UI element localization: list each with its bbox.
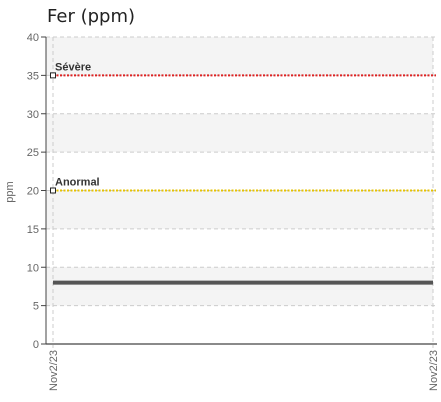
- plot-band: [46, 37, 433, 76]
- y-tick-label: 0: [33, 339, 39, 351]
- y-tick-label: 5: [33, 301, 39, 313]
- plot-bands: [46, 37, 433, 306]
- threshold-marker: [50, 187, 56, 194]
- chart-title: Fer (ppm): [47, 6, 135, 27]
- x-tick-label: Nov2/23: [48, 350, 60, 391]
- threshold-lines: Sévère Anormal: [50, 61, 436, 194]
- y-tick-label: 20: [27, 186, 39, 198]
- x-tick-labels: Nov2/23 Nov2/23: [48, 350, 440, 391]
- x-tick-label: Nov2/23: [428, 350, 440, 391]
- threshold-label: Sévère: [55, 61, 91, 73]
- axes: [41, 36, 437, 345]
- y-tick-label: 40: [27, 32, 39, 44]
- threshold-marker: [50, 72, 56, 79]
- plot-band: [46, 113, 433, 153]
- y-tick-labels: 0 5 10 15 20 25 30 35 40: [27, 32, 39, 351]
- plot-band: [46, 190, 433, 229]
- y-axis-label: ppm: [4, 181, 16, 202]
- plot-band: [46, 267, 433, 306]
- y-tick-label: 30: [27, 109, 39, 121]
- y-tick-label: 35: [27, 70, 39, 82]
- y-tick-label: 15: [27, 224, 39, 236]
- y-tick-label: 25: [27, 147, 39, 159]
- threshold-label: Anormal: [55, 177, 100, 189]
- y-tick-label: 10: [27, 262, 39, 274]
